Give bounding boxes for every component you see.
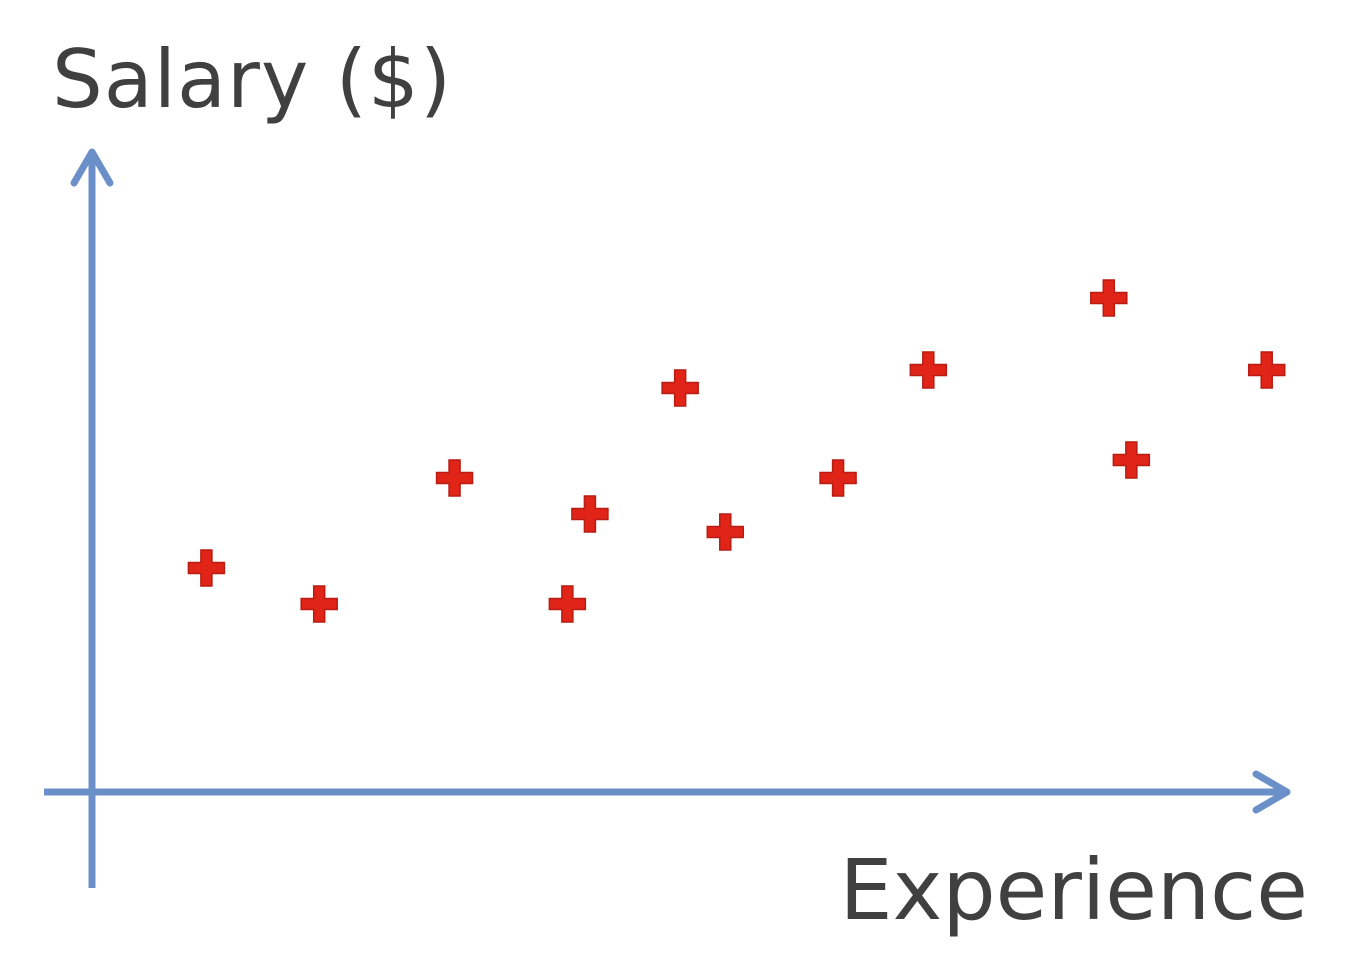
data-point [300,585,338,623]
data-point [1247,351,1286,389]
data-point [1090,279,1128,317]
plus-marker [571,495,609,533]
plus-marker [548,585,587,623]
plus-marker [1247,351,1286,389]
y-axis-label: Salary ($) [52,33,453,126]
data-point [571,495,609,533]
plus-marker [1112,441,1151,479]
plus-marker [435,459,474,497]
x-axis-label: Experience [839,841,1308,939]
plus-marker [706,513,745,551]
plus-marker [300,585,338,623]
data-point [706,513,745,551]
plus-marker [819,459,857,497]
data-point [435,459,474,497]
x-axis-arrowhead [1252,770,1291,814]
plus-marker [187,549,226,587]
plus-marker [661,369,699,407]
data-point [909,351,948,389]
y-axis-arrowhead [70,148,114,187]
plus-marker [909,351,948,389]
data-point [661,369,699,407]
plus-marker [1090,279,1128,317]
data-point [819,459,857,497]
data-point [1112,441,1151,479]
data-point [187,549,226,587]
data-point [548,585,587,623]
